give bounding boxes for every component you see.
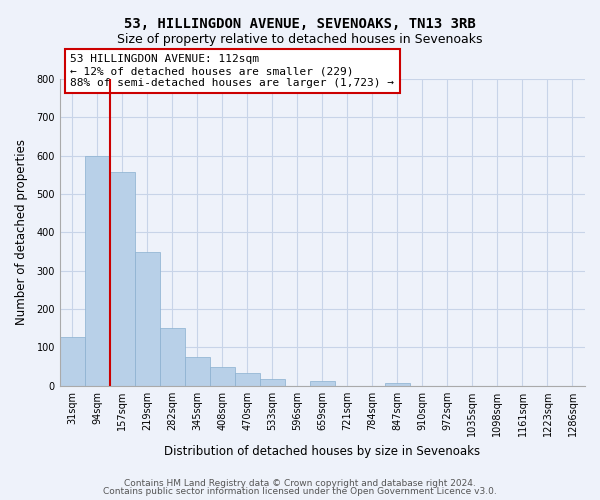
- Text: 53 HILLINGDON AVENUE: 112sqm
← 12% of detached houses are smaller (229)
88% of s: 53 HILLINGDON AVENUE: 112sqm ← 12% of de…: [70, 54, 394, 88]
- Bar: [110, 172, 135, 386]
- Bar: [135, 252, 160, 386]
- Text: Contains public sector information licensed under the Open Government Licence v3: Contains public sector information licen…: [103, 487, 497, 496]
- Bar: [59, 336, 85, 386]
- Bar: [160, 328, 185, 386]
- Bar: [260, 379, 285, 386]
- Y-axis label: Number of detached properties: Number of detached properties: [15, 140, 28, 326]
- Bar: [185, 357, 210, 386]
- X-axis label: Distribution of detached houses by size in Sevenoaks: Distribution of detached houses by size …: [164, 444, 481, 458]
- Bar: [385, 382, 410, 386]
- Text: 53, HILLINGDON AVENUE, SEVENOAKS, TN13 3RB: 53, HILLINGDON AVENUE, SEVENOAKS, TN13 3…: [124, 18, 476, 32]
- Text: Size of property relative to detached houses in Sevenoaks: Size of property relative to detached ho…: [117, 32, 483, 46]
- Text: Contains HM Land Registry data © Crown copyright and database right 2024.: Contains HM Land Registry data © Crown c…: [124, 478, 476, 488]
- Bar: [85, 156, 110, 386]
- Bar: [235, 373, 260, 386]
- Bar: [310, 381, 335, 386]
- Bar: [210, 366, 235, 386]
